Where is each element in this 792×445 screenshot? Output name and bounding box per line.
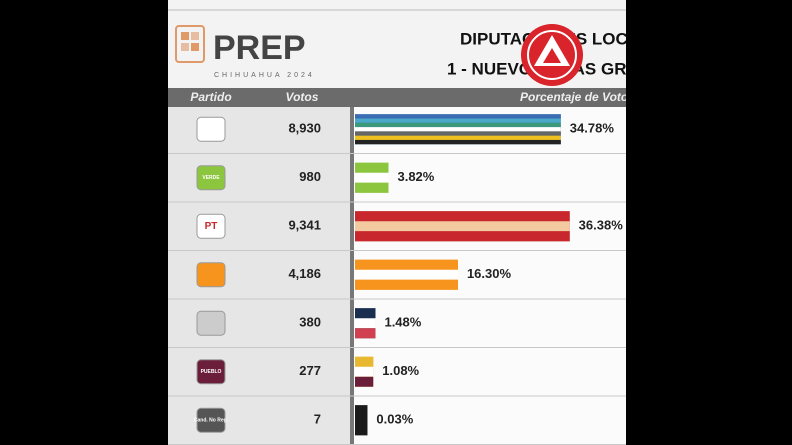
bar-stripe xyxy=(355,139,561,145)
party-logo xyxy=(196,407,226,433)
vote-count: 277 xyxy=(299,363,321,378)
bar-stripe xyxy=(355,356,374,367)
bar-stripe xyxy=(355,172,389,183)
bar-stripe xyxy=(355,127,561,132)
bar-stripe xyxy=(355,279,458,290)
results-panel: PREP CHIHUAHUA 2024 DIPUTACIONES LOCALES… xyxy=(168,0,686,445)
value-label: 34.78% xyxy=(570,121,615,136)
bar xyxy=(355,356,374,387)
table-column-background xyxy=(168,107,352,445)
party-logo-label: Cand. No Reg. xyxy=(194,418,229,424)
party-logo xyxy=(196,213,226,239)
vote-count: 7 xyxy=(314,412,321,427)
bar-stripe xyxy=(355,182,389,193)
vote-count: 9,341 xyxy=(288,218,321,233)
party-logo xyxy=(196,116,226,142)
party-logo-label: VERDE xyxy=(202,175,220,181)
logo-text: PREP xyxy=(213,29,306,67)
party-logo xyxy=(196,359,226,385)
bar xyxy=(355,308,376,339)
bar-stripe xyxy=(355,405,368,436)
party-logo-label: PT xyxy=(205,221,218,232)
letterbox xyxy=(0,0,168,445)
bar-stripe xyxy=(355,328,376,339)
divider xyxy=(350,107,354,445)
bar-stripe xyxy=(355,376,374,387)
bar-stripe xyxy=(355,122,561,128)
column-header: Porcentaje de Votos xyxy=(520,90,635,104)
bar-stripe xyxy=(355,318,376,329)
bar-stripe xyxy=(355,259,458,270)
bar-stripe xyxy=(355,308,376,319)
channel-logo xyxy=(521,24,583,86)
vote-count: 380 xyxy=(299,315,321,330)
bar-stripe xyxy=(355,114,561,119)
logo-subtext: CHIHUAHUA 2024 xyxy=(214,72,315,79)
vote-count: 8,930 xyxy=(288,121,321,136)
column-header: Votos xyxy=(286,90,319,104)
prep-icon xyxy=(175,25,205,63)
party-logo xyxy=(196,310,226,336)
party-logo xyxy=(196,165,226,191)
bar xyxy=(355,114,561,145)
bar-stripe xyxy=(355,162,389,173)
value-label: 36.38% xyxy=(579,218,624,233)
value-label: 0.03% xyxy=(376,412,413,427)
value-label: 1.48% xyxy=(384,315,421,330)
header-row xyxy=(168,88,626,107)
bar-stripe xyxy=(355,211,570,222)
bar-stripe xyxy=(355,366,374,377)
value-label: 3.82% xyxy=(397,169,434,184)
bar-stripe xyxy=(355,131,561,136)
party-logo xyxy=(196,262,226,288)
value-label: 16.30% xyxy=(467,266,512,281)
bar-stripe xyxy=(355,231,570,242)
value-label: 1.08% xyxy=(382,363,419,378)
bar xyxy=(355,259,458,290)
bar xyxy=(355,162,389,193)
vote-count: 4,186 xyxy=(288,266,321,281)
bar-stripe xyxy=(355,269,458,280)
party-logo-label: PUEBLO xyxy=(201,369,222,375)
bar-stripe xyxy=(355,118,561,123)
column-header: Partido xyxy=(190,90,231,104)
letterbox xyxy=(626,0,792,445)
bar xyxy=(355,405,368,436)
bar-stripe xyxy=(355,135,561,140)
vote-count: 980 xyxy=(299,169,321,184)
bar xyxy=(355,211,570,242)
bar-stripe xyxy=(355,221,570,232)
